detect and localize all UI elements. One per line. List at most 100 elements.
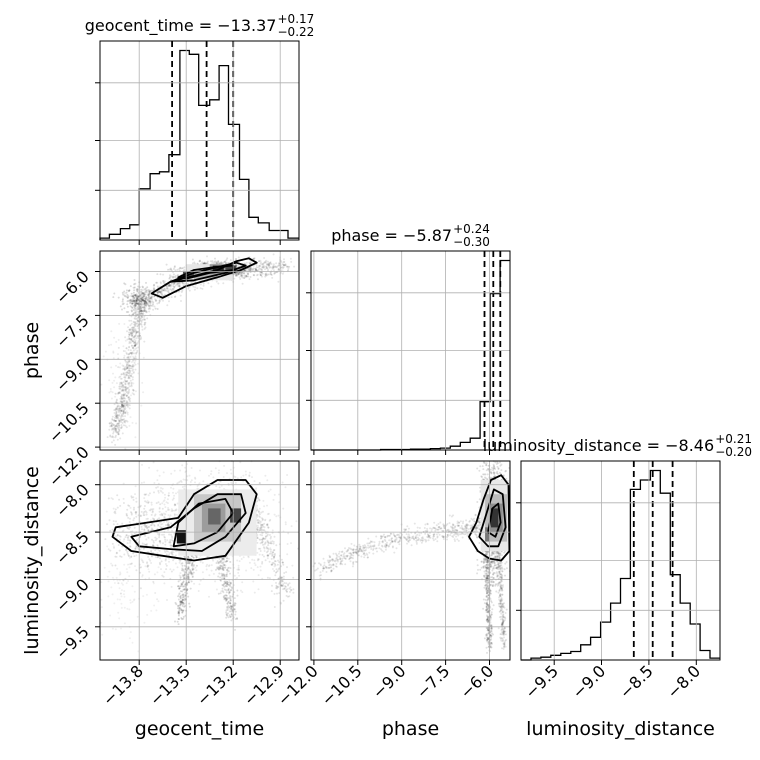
sample-point [159,291,162,293]
sample-point [251,476,253,479]
sample-point [125,404,128,407]
sample-point [210,470,213,473]
sample-point [110,330,113,333]
sample-point [236,273,239,276]
sample-point [100,606,103,609]
sample-point [119,392,121,395]
sample-point [116,438,119,441]
sample-point [130,338,133,341]
sample-point [126,394,128,397]
sample-point [112,523,115,526]
sample-point [125,401,128,404]
sample-point [107,580,110,583]
sample-point [161,514,164,517]
sample-point [129,349,132,352]
sample-point [130,381,133,384]
sample-point [123,420,126,423]
sample-point [271,553,274,556]
sample-point [133,283,136,286]
sample-point [141,528,143,531]
sample-point [134,342,137,345]
sample-point [167,289,170,292]
sample-point [119,375,122,378]
sample-point [128,377,131,380]
sample-point [122,424,125,427]
sample-point [123,367,126,370]
sample-point [143,507,146,510]
sample-point [126,303,129,306]
sample-point [130,375,133,377]
sample-point [128,353,130,356]
sample-point [254,267,257,270]
sample-point [180,291,183,293]
sample-point [135,337,138,340]
sample-point [257,264,260,267]
sample-point [136,319,139,322]
sample-point [225,599,228,601]
sample-point [182,594,185,597]
sample-point [146,613,149,616]
sample-point [131,339,134,342]
sample-point [211,260,214,263]
sample-point [148,295,151,298]
sample-point [134,317,137,320]
sample-point [278,493,280,496]
sample-point [108,428,111,431]
sample-point [179,596,182,599]
sample-point [219,262,222,264]
sample-point [260,261,262,264]
sample-point [127,580,130,582]
sample-point [136,302,139,305]
sample-point [171,529,174,532]
sample-point [195,556,198,559]
sample-point [103,566,106,569]
sample-point [122,412,125,415]
sample-point [112,351,115,354]
sample-point [263,543,266,546]
sample-point [121,418,124,421]
sample-point [247,275,250,278]
sample-point [116,506,119,509]
sample-point [268,263,270,266]
sample-point [166,599,168,601]
sample-point [111,419,114,421]
sample-point [179,281,182,284]
sample-point [123,368,126,371]
sample-point [131,302,134,305]
sample-point [145,538,148,541]
sample-point [131,365,134,368]
sample-point [253,257,256,260]
sample-point [172,497,175,500]
sample-point [253,559,256,562]
sample-point [124,407,127,410]
sample-point [125,394,128,397]
sample-point [134,311,137,314]
sample-point [284,263,287,266]
sample-point [253,274,256,277]
sample-point [132,359,134,362]
sample-point [238,276,241,279]
sample-point [123,323,126,325]
sample-point [214,580,217,583]
sample-point [134,342,137,344]
sample-point [220,572,223,575]
sample-point [144,287,147,290]
sample-point [278,264,281,267]
sample-point [118,322,121,325]
sample-point [122,394,125,396]
sample-point [119,377,122,380]
sample-point [170,570,173,573]
sample-point [160,560,163,563]
sample-point [110,425,113,428]
sample-point [180,594,182,597]
sample-point [226,602,229,605]
sample-point [199,283,202,286]
sample-point [130,332,133,335]
sample-point [145,511,148,514]
sample-point [115,382,118,385]
sample-point [145,513,148,516]
sample-point [168,560,170,563]
sample-point [140,404,143,407]
sample-point [131,302,134,305]
sample-point [123,606,126,609]
